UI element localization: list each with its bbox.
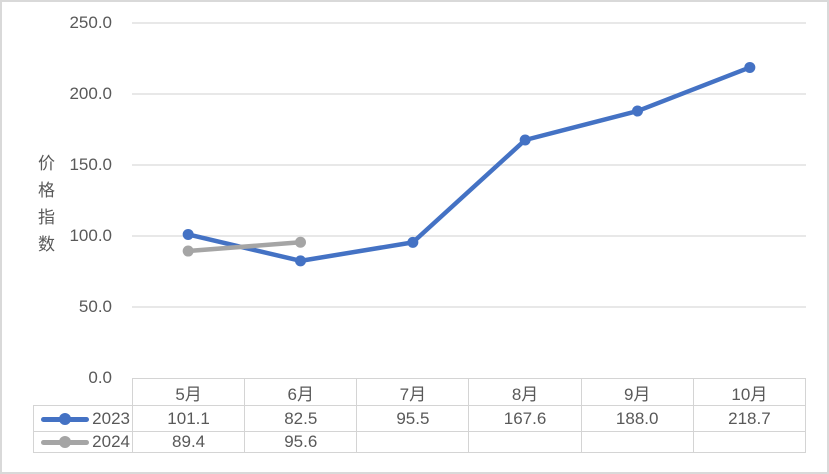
table-value-cell — [692, 431, 807, 453]
legend-label: 2024 — [92, 432, 130, 452]
table-value-cell: 95.5 — [356, 405, 470, 432]
table-header-month: 10月 — [692, 378, 807, 406]
table-value-cell — [356, 431, 470, 453]
y-tick-label: 0.0 — [88, 368, 112, 387]
table-value-cell: 167.6 — [468, 405, 582, 432]
table-value-cell: 218.7 — [692, 405, 807, 432]
data-table: 5月 6月 7月 8月 9月 10月 2023 101.1 82.5 95.5 167.6 188.0… — [33, 378, 807, 453]
legend-label: 2023 — [92, 408, 130, 428]
table-value-cell — [580, 431, 694, 453]
y-tick-label: 100.0 — [69, 226, 112, 245]
data-point-2023 — [407, 236, 419, 248]
data-point-2023 — [744, 61, 756, 73]
y-tick-label: 50.0 — [78, 297, 112, 316]
data-point-2023 — [632, 105, 643, 117]
table-header-month: 5月 — [131, 378, 246, 406]
table-value-cell: 95.6 — [244, 431, 358, 453]
legend-key-icon-2024 — [41, 436, 90, 448]
table-header-month: 6月 — [244, 378, 358, 406]
table-value-cell — [468, 431, 582, 453]
table-header-month: 9月 — [580, 378, 694, 406]
data-point-2024 — [182, 245, 194, 257]
legend-key-icon-2023 — [41, 412, 90, 425]
table-value-cell: 188.0 — [580, 405, 694, 432]
data-point-2023 — [295, 255, 306, 267]
table-header-month: 7月 — [356, 378, 470, 406]
table-header-row: 5月 6月 7月 8月 9月 10月 — [34, 378, 807, 406]
table-value-cell: 82.5 — [244, 405, 358, 432]
legend-cell-2023: 2023 — [33, 405, 133, 432]
data-point-2023 — [182, 228, 194, 240]
y-tick-label: 200.0 — [69, 84, 112, 103]
table-value-cell: 89.4 — [131, 431, 246, 453]
data-point-2024 — [295, 236, 306, 248]
table-corner-cell — [34, 379, 133, 406]
legend-cell-2024: 2024 — [33, 431, 133, 453]
series-line-2024 — [185, 239, 303, 254]
table-header-month: 8月 — [468, 378, 582, 406]
table-value-cell: 101.1 — [131, 405, 246, 432]
data-point-2023 — [519, 134, 531, 146]
y-axis-title: 价格指数 — [35, 154, 54, 262]
series-line-2023 — [185, 65, 753, 264]
table-row-2023: 2023 101.1 82.5 95.5 167.6 188.0 218.7 — [33, 405, 807, 432]
y-tick-label: 150.0 — [69, 155, 112, 174]
table-row-2024: 2024 89.4 95.6 — [33, 431, 807, 453]
y-tick-label: 250.0 — [69, 13, 112, 32]
